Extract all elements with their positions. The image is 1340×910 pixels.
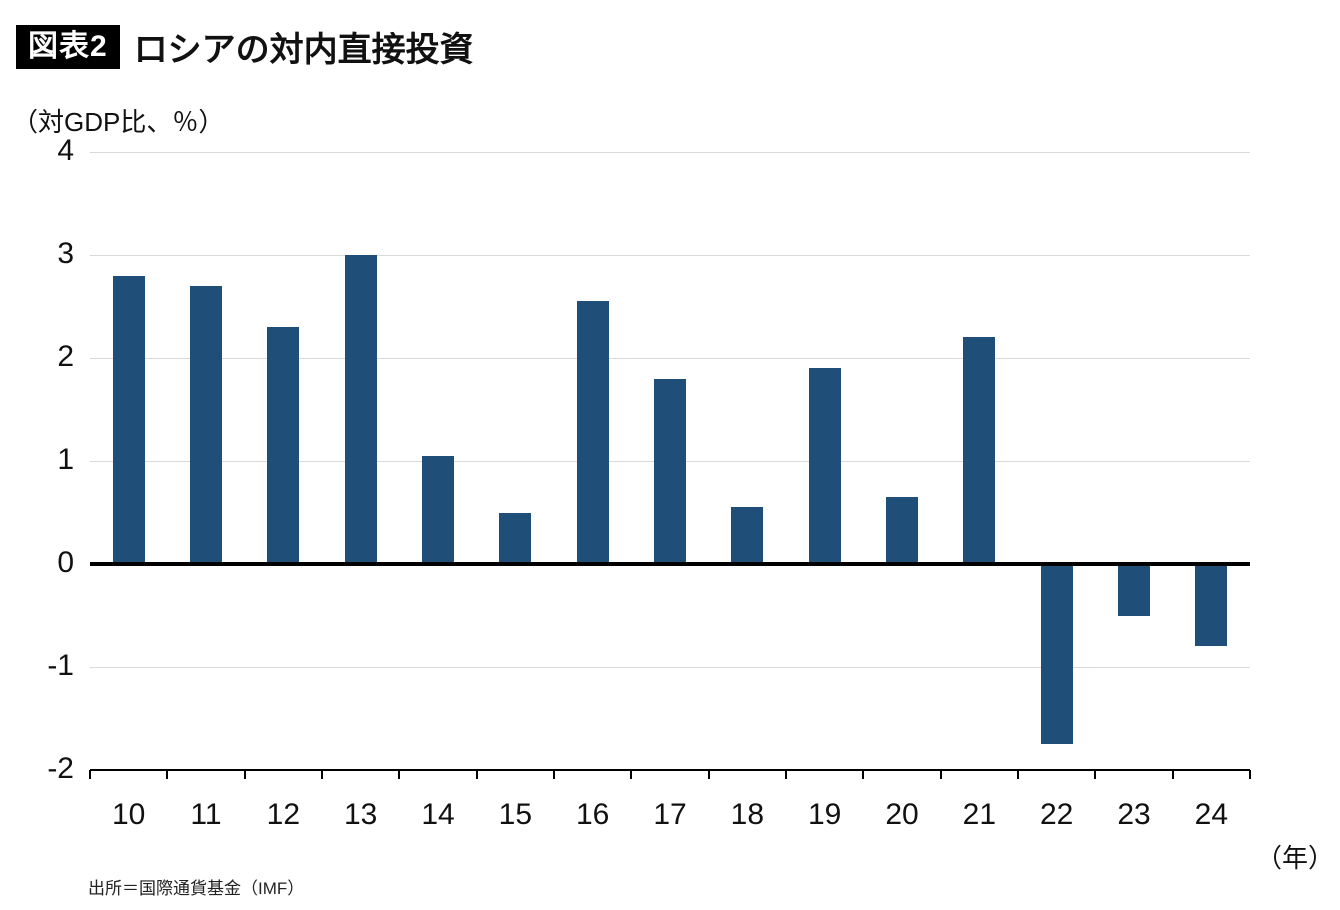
x-axis-tick — [89, 770, 91, 779]
x-axis-tick — [475, 770, 478, 779]
x-axis-tick — [398, 770, 401, 779]
x-axis-tick — [785, 770, 787, 779]
y-tick-label--2: -2 — [47, 752, 74, 785]
x-tick-label-19: 19 — [807, 798, 842, 831]
x-axis-line — [90, 769, 1250, 771]
x-tick-label-15: 15 — [498, 798, 533, 831]
x-tick-label-18: 18 — [730, 798, 765, 831]
bar-12 — [267, 327, 300, 564]
x-tick-label-21: 21 — [962, 798, 997, 831]
bar-16 — [576, 301, 609, 564]
x-tick-label-24: 24 — [1194, 798, 1229, 831]
bar-22 — [1040, 564, 1073, 745]
bar-20 — [886, 497, 918, 564]
y-axis-unit-label: （対GDP比、％） — [12, 107, 225, 137]
x-tick-label-14: 14 — [421, 798, 455, 831]
figure-number-badge: 図表2 — [16, 24, 120, 69]
x-axis-tick — [553, 770, 555, 779]
x-tick-label-10: 10 — [111, 798, 146, 831]
y-tick-label-1: 1 — [57, 443, 74, 476]
x-tick-label-20: 20 — [885, 798, 919, 831]
gridline--1 — [90, 666, 1250, 668]
bar-14 — [422, 455, 454, 564]
x-axis-tick — [1249, 770, 1251, 779]
bar-11 — [190, 285, 222, 564]
bar-23 — [1118, 564, 1150, 616]
x-axis-tick — [939, 770, 942, 779]
y-tick-label-3: 3 — [57, 237, 74, 270]
gridline-3 — [90, 254, 1250, 256]
x-tick-label-23: 23 — [1117, 798, 1151, 831]
x-tick-label-17: 17 — [653, 798, 687, 831]
source-note: 出所＝国際通貨基金（IMF） — [88, 879, 305, 898]
bar-15 — [499, 512, 532, 564]
x-axis-tick — [1171, 770, 1174, 779]
x-axis-tick — [1094, 770, 1097, 779]
y-tick-label-2: 2 — [57, 340, 74, 373]
x-axis-tick — [166, 770, 169, 779]
gridline-4 — [90, 151, 1250, 153]
x-tick-label-16: 16 — [575, 798, 610, 831]
bar-24 — [1195, 564, 1228, 647]
bar-10 — [112, 275, 145, 564]
zero-baseline — [90, 562, 1250, 566]
x-tick-label-12: 12 — [266, 798, 301, 831]
bar-13 — [344, 255, 377, 564]
x-axis-tick — [862, 770, 865, 779]
bar-17 — [654, 378, 686, 564]
x-axis-tick — [707, 770, 710, 779]
x-axis-tick — [243, 770, 246, 779]
bar-21 — [963, 337, 996, 564]
x-tick-label-13: 13 — [343, 798, 378, 831]
x-axis-tick — [321, 770, 323, 779]
y-tick-label-0: 0 — [57, 546, 74, 579]
x-tick-label-22: 22 — [1039, 798, 1074, 831]
bar-18 — [731, 507, 764, 564]
y-tick-label--1: -1 — [47, 649, 74, 682]
figure-title: ロシアの対内直接投資 — [133, 31, 474, 69]
x-axis-tick — [630, 770, 633, 779]
x-tick-label-11: 11 — [190, 798, 222, 831]
figure-header: 図表2 ロシアの対内直接投資 — [16, 22, 474, 71]
x-axis-unit-label: （年） — [1256, 843, 1335, 873]
bar-19 — [808, 368, 841, 564]
gridline-2 — [90, 357, 1250, 359]
y-tick-label-4: 4 — [57, 134, 74, 167]
x-axis-tick — [1017, 770, 1019, 779]
